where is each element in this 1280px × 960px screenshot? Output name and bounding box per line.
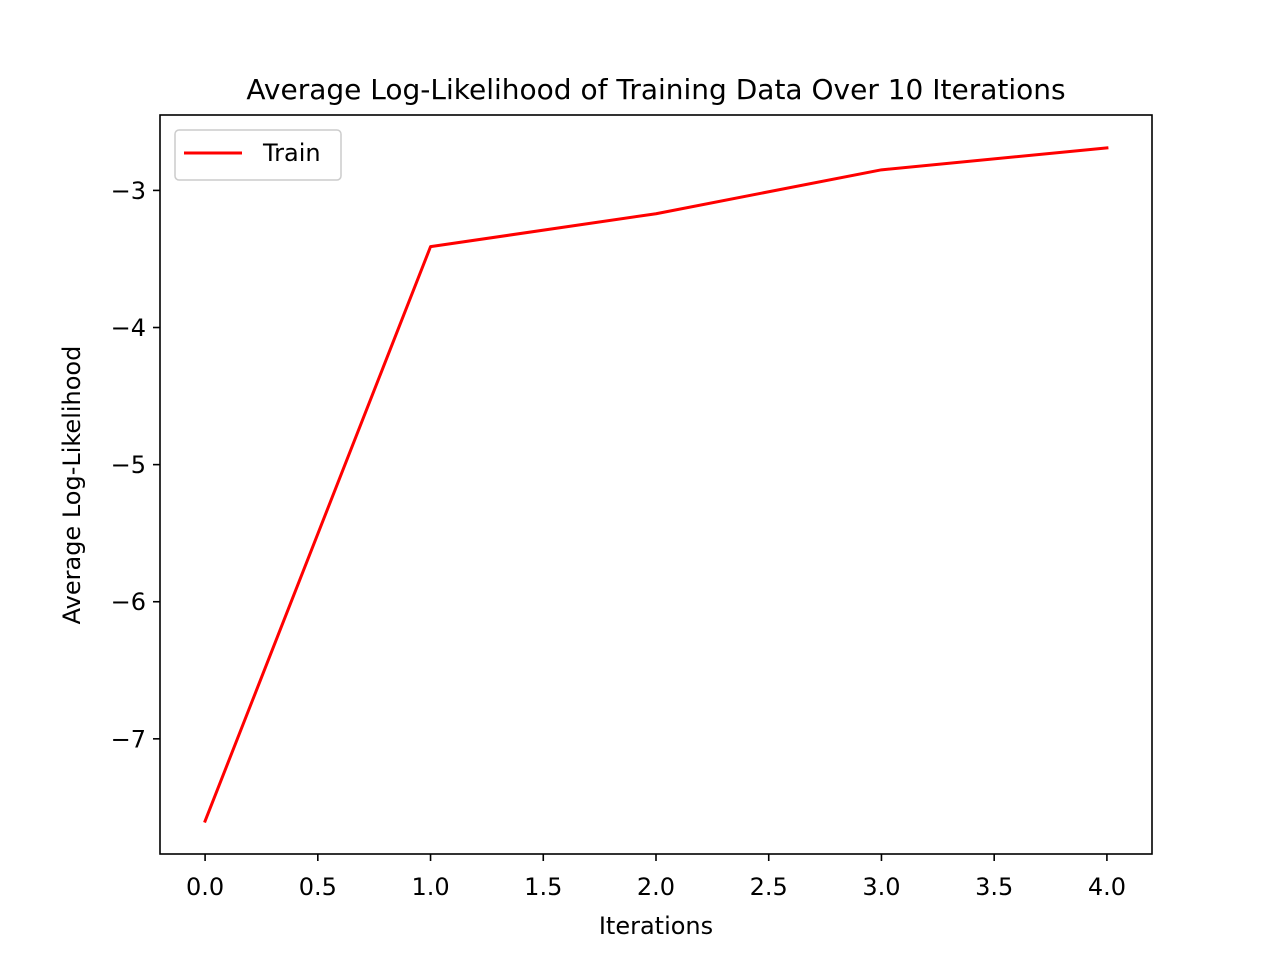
legend: Train — [174, 129, 342, 181]
series-line-train — [203, 146, 1109, 824]
y-tick-label: −6 — [111, 588, 146, 616]
legend-label-train: Train — [262, 139, 321, 167]
x-tick-label: 0.5 — [299, 873, 337, 901]
plot-area — [203, 146, 1109, 824]
x-tick-label: 3.0 — [862, 873, 900, 901]
legend-box — [174, 129, 342, 181]
chart-title: Average Log-Likelihood of Training Data … — [246, 73, 1065, 106]
y-tick-label: −5 — [111, 451, 146, 479]
x-tick-label: 2.5 — [750, 873, 788, 901]
y-axis-title: Average Log-Likelihood — [58, 346, 86, 625]
x-tick-label: 3.5 — [975, 873, 1013, 901]
x-axis-title: Iterations — [599, 912, 713, 940]
y-tick-label: −3 — [111, 177, 146, 205]
y-tick-label: −4 — [111, 314, 146, 342]
x-tick-label: 1.0 — [411, 873, 449, 901]
x-tick-label: 2.0 — [637, 873, 675, 901]
axes: 0.0 0.5 1.0 1.5 2.0 2.5 3.0 3.5 4.0 −7 −6 −5 −4 −3 — [111, 114, 1153, 901]
y-tick-label: −7 — [111, 725, 146, 753]
x-tick-label: 0.0 — [186, 873, 224, 901]
x-tick-label: 1.5 — [524, 873, 562, 901]
x-tick-label: 4.0 — [1088, 873, 1126, 901]
